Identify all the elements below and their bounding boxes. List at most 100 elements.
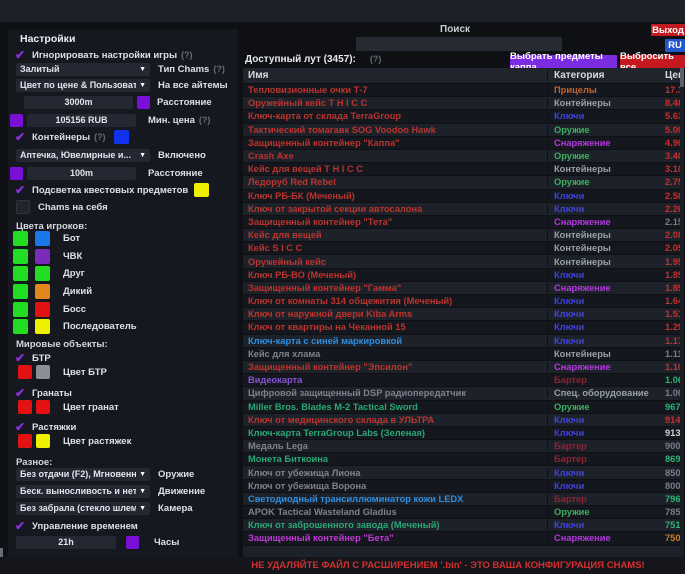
all-items-dropdown[interactable]: Цвет по цене & Пользователь ▼ [16, 78, 150, 92]
table-row[interactable]: Защищенный контейнер "Тета" Снаряжение 2.1… [243, 215, 680, 230]
help-icon[interactable]: (?) [369, 54, 382, 64]
language-button[interactable]: RU [665, 39, 685, 52]
color-swatch[interactable] [13, 231, 28, 247]
checkbox-checked-icon[interactable]: ✔ [14, 183, 26, 197]
color-swatch[interactable] [18, 434, 32, 448]
exit-button[interactable]: Выход [651, 24, 685, 36]
checkbox-checked-icon[interactable]: ✔ [14, 351, 26, 365]
settings-title: Настройки [20, 33, 76, 45]
table-row[interactable]: Защищенный контейнер "Каппа" Снаряжение 4.… [243, 136, 680, 150]
color-swatch[interactable] [13, 301, 28, 317]
color-swatch[interactable] [10, 113, 23, 127]
chams-type-dropdown[interactable]: Залитый ▼ [16, 62, 150, 76]
table-row[interactable]: Защищенный контейнер "Гамма" Снаряжение 1.… [243, 281, 680, 295]
help-icon[interactable]: (?) [213, 64, 225, 74]
color-swatch[interactable] [35, 248, 50, 264]
color-swatch[interactable] [13, 248, 28, 264]
containers-mode-dropdown[interactable]: Аптечка, Ювелирные и... ▼ [16, 148, 150, 162]
color-swatch[interactable] [113, 130, 129, 144]
table-row[interactable]: Тактический томагавк SOG Voodoo Hawk Оруж… [243, 123, 680, 137]
color-swatch[interactable] [35, 301, 50, 317]
checkbox-checked-icon[interactable]: ✔ [14, 386, 26, 400]
color-swatch[interactable] [36, 400, 50, 414]
loot-scrollbar-thumb[interactable] [680, 68, 684, 87]
table-cell-cat: Оружие [547, 177, 665, 188]
table-row[interactable]: Ключ от квартиры на Чеканной 15 Ключи1.29… [243, 321, 680, 335]
color-swatch[interactable] [35, 266, 50, 282]
table-cell-cat: Ключи [547, 296, 665, 307]
table-row[interactable]: Ключ от закрытой секции автосалона Ключи 2… [243, 202, 680, 216]
distance-input[interactable] [24, 95, 133, 109]
checkbox-checked-icon[interactable]: ✔ [14, 130, 26, 144]
color-swatch[interactable] [35, 284, 50, 300]
ignore-game-settings-row: ✔ Игнорировать настройки игры (?) [12, 48, 240, 62]
table-cell-cat: Ключи [547, 309, 665, 320]
table-row[interactable]: Ключ от комнаты 314 общежития (Меченый) К… [243, 295, 680, 309]
color-swatch[interactable] [35, 319, 50, 335]
select-kappa-button[interactable]: Выбрать предметы каппа [510, 51, 617, 73]
table-row[interactable]: Защищенный контейнер "Эпсилон" Снаряжение… [243, 360, 680, 375]
containers-mode-label: Включено [158, 149, 206, 161]
checkbox-unchecked-icon[interactable] [16, 200, 30, 214]
checkbox-checked-icon[interactable]: ✔ [14, 48, 26, 62]
column-header-name[interactable]: Имя [248, 70, 269, 81]
table-row[interactable]: Ключ от медицинского склада в УЛЬТРА Ключ… [243, 413, 680, 427]
checkbox-checked-icon[interactable]: ✔ [14, 420, 26, 434]
help-icon[interactable]: (?) [198, 115, 211, 125]
table-row[interactable]: Ключ от заброшенного завода (Меченый) Клю… [243, 519, 680, 533]
checkbox-checked-icon[interactable]: ✔ [14, 519, 26, 533]
color-swatch[interactable] [35, 231, 50, 247]
weapon-dropdown[interactable]: Без отдачи (F2), Мгновенное п ▼ [16, 467, 150, 481]
color-swatch[interactable] [10, 166, 23, 180]
color-swatch[interactable] [18, 365, 32, 379]
color-swatch[interactable] [36, 434, 50, 448]
table-row[interactable]: Ключ-карта TerraGroup Labs (Зеленая) Ключ… [243, 426, 680, 441]
grenade-color-label: Цвет гранат [63, 401, 119, 413]
color-swatch[interactable] [137, 95, 150, 109]
table-row[interactable]: APOK Tactical Wasteland Gladius Оружие 785… [243, 506, 680, 520]
color-swatch[interactable] [13, 319, 28, 335]
table-row[interactable]: Ключ от наружной двери Kiba Arms Ключи 1.5… [243, 308, 680, 322]
movement-dropdown[interactable]: Беск. выносливость и нет уста ▼ [16, 484, 150, 498]
color-swatch[interactable] [18, 400, 32, 414]
help-icon[interactable]: (?) [94, 132, 106, 142]
color-swatch[interactable] [13, 284, 28, 300]
color-swatch[interactable] [36, 365, 50, 379]
table-row[interactable]: Ключ-карта от склада TerraGroup Ключи5.63… [243, 110, 680, 124]
loot-scrollbar-track[interactable] [680, 68, 684, 557]
table-row[interactable] [243, 545, 680, 557]
color-swatch[interactable] [126, 535, 139, 549]
column-header-price[interactable]: Цена [665, 70, 680, 81]
table-row[interactable]: Miller Bros. Blades M-2 Tactical Sword Ор… [243, 400, 680, 414]
camera-dropdown[interactable]: Без забрала (стекло шлема) ▼ [16, 501, 150, 515]
column-header-category[interactable]: Категория [547, 70, 665, 81]
table-row[interactable]: Цифровой защищенный DSP радиопередатчик С… [243, 387, 680, 401]
color-swatch[interactable] [194, 183, 210, 197]
color-swatch[interactable] [13, 266, 28, 282]
containers-distance-input[interactable] [27, 166, 136, 180]
min-price-input[interactable] [27, 113, 136, 127]
table-row[interactable]: Светодиодный трансиллюминатор кожи LEDX Б… [243, 492, 680, 506]
help-icon[interactable]: (?) [181, 50, 193, 60]
table-row[interactable]: Ключ-карта с синей маркировкой Ключи1.17k… [243, 334, 680, 348]
discard-all-button[interactable]: Выбросить все [620, 51, 685, 73]
table-row[interactable]: Защищенный контейнер "Бета" Снаряжение 750… [243, 532, 680, 546]
search-input[interactable] [356, 37, 562, 51]
hours-input[interactable] [16, 535, 116, 549]
